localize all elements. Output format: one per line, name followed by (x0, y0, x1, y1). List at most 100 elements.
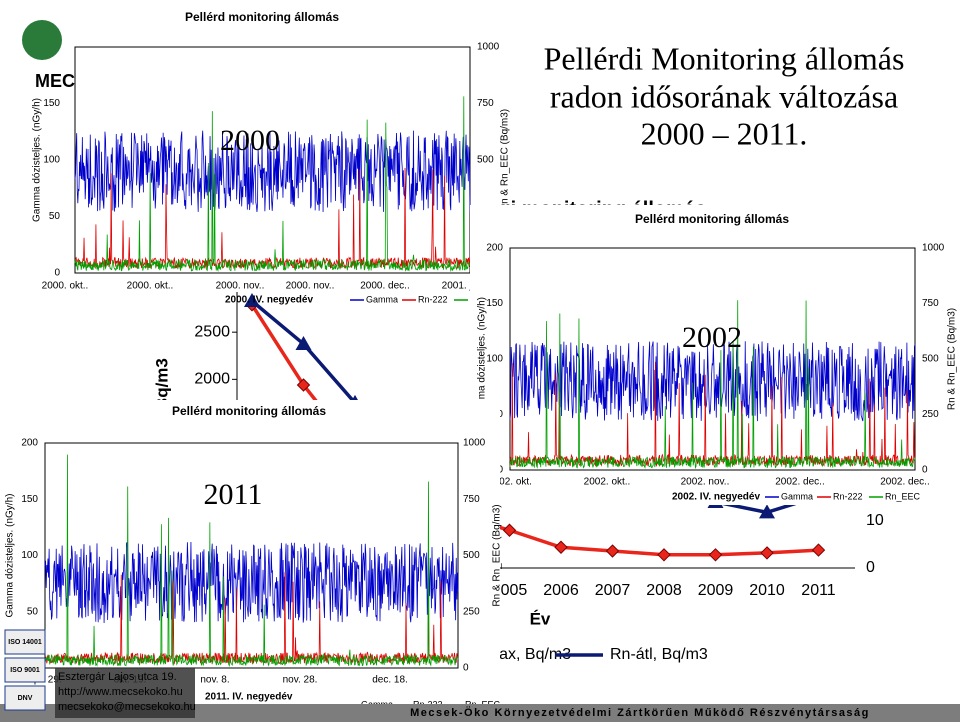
y2-axis-title: Rn & Rn_EEC (Bq/m3) (492, 504, 503, 606)
legend-label: Gamma (366, 294, 398, 304)
eec-trace (74, 96, 471, 273)
cert-label: DNV (18, 695, 33, 702)
y2-tick-label: 750 (463, 494, 480, 505)
y-tick-label: 200 (21, 438, 38, 449)
y-axis-title: Gamma dózisteljes. (nGy/h) (477, 297, 488, 421)
x-tick-label: 2000. nov.. (286, 281, 335, 292)
x-tick-label: 2002. dec.. (880, 477, 929, 488)
y-tick-label: 2500 (194, 323, 230, 340)
y2-tick-label: 1000 (463, 438, 486, 449)
x-tick-label: 2005 (492, 582, 528, 599)
y-tick-label: 150 (43, 98, 60, 109)
panel-label: 2011 (204, 478, 263, 511)
panel: 050100150200025050075010002002. okt.2002… (470, 205, 960, 505)
cert-label: ISO 14001 (8, 639, 42, 646)
x-tick-label: 2002. okt. (488, 477, 532, 488)
x-tick-label: 2002. nov.. (681, 477, 730, 488)
marker (708, 548, 723, 562)
slide-title: 2000 – 2011. (641, 115, 808, 151)
panel-subtitle: 2002. IV. negyedév (672, 492, 760, 503)
panel: 050100150200025050075010002000. okt..200… (15, 0, 511, 306)
y2-tick-label: 500 (922, 354, 939, 365)
legend-label: Rn-átl, Bq/m3 (610, 646, 708, 663)
y-tick-label: 0 (497, 465, 503, 476)
legend-label: Rn-222 (833, 491, 863, 501)
y-tick-label: 200 (486, 243, 503, 254)
y2-tick-label: 10 (866, 512, 884, 529)
y2-tick-label: 1000 (922, 243, 945, 254)
x-tick-label: 2001. jan.. (442, 281, 489, 292)
y2-axis-title: Rn & Rn_EEC (Bq/m3) (500, 109, 511, 211)
y2-tick-label: 0 (866, 559, 875, 576)
y-tick-label: 0 (54, 268, 60, 279)
eec-trace (509, 300, 916, 469)
panel-title: Pellérd monitoring állomás (635, 212, 789, 226)
footer-band (0, 704, 960, 722)
gamma-trace (509, 341, 916, 422)
y-tick-label: 100 (43, 155, 60, 166)
panel-label: 2002 (682, 321, 742, 354)
x-tick-label: 2008 (646, 582, 682, 599)
legend-label: Gamma (781, 491, 813, 501)
y-tick-label: 150 (21, 494, 38, 505)
y2-tick-label: 1000 (477, 42, 500, 53)
marker (759, 504, 775, 519)
marker (295, 335, 312, 350)
y2-tick-label: 500 (463, 550, 480, 561)
gamma-trace (44, 541, 459, 623)
panel-title: Pellérd monitoring állomás (172, 404, 326, 418)
panel-subtitle: 2011. IV. negyedév (205, 692, 293, 703)
marker (296, 378, 311, 392)
x-tick-label: 2002. okt.. (584, 477, 631, 488)
marker (811, 543, 826, 557)
y-axis-title: Gamma dózisteljes. (nGy/h) (32, 98, 43, 222)
marker (605, 544, 620, 558)
y-tick-label: 150 (486, 298, 503, 309)
cert-label: ISO 9001 (10, 667, 40, 674)
marker (760, 546, 774, 560)
y-tick-label: 100 (21, 550, 38, 561)
x-tick-label: nov. 8. (200, 675, 229, 686)
logo-mark (22, 20, 62, 60)
slide-title: radon idősorának változása (550, 78, 898, 114)
logo-text: MEC (35, 71, 75, 91)
x-axis-title: Év (530, 609, 551, 628)
address-line: Esztergár Lajos utca 19. (58, 671, 177, 683)
y-tick-label: 50 (27, 606, 39, 617)
y2-tick-label: 250 (463, 606, 480, 617)
y-tick-label: 50 (49, 211, 61, 222)
legend-label: Rn-222 (418, 294, 448, 304)
address-line: mecsekoko@mecsekoko.hu (58, 701, 196, 713)
cert-badge (4, 657, 46, 683)
x-tick-label: 2000. okt.. (42, 281, 89, 292)
x-tick-label: 2000. okt.. (127, 281, 174, 292)
footer-text: Mecsek-Öko Környezetvédelmi Zártkörűen M… (410, 706, 870, 719)
y2-tick-label: 500 (477, 155, 494, 166)
y-tick-label: 100 (486, 354, 503, 365)
legend-label: Rn_EEC (885, 491, 921, 501)
x-tick-label: 2007 (595, 582, 631, 599)
plot-area (74, 46, 471, 274)
marker (554, 540, 568, 554)
plot-area (44, 442, 459, 669)
y2-tick-label: 250 (922, 409, 939, 420)
panel-label: 2000 (220, 124, 280, 157)
address-box (55, 668, 195, 718)
x-tick-label: nov. 28. (283, 675, 318, 686)
x-tick-label: 2009 (698, 582, 734, 599)
address-line: http://www.mecsekoko.hu (58, 686, 183, 698)
y2-tick-label: 0 (463, 663, 469, 674)
y2-tick-label: 750 (477, 98, 494, 109)
x-tick-label: 2006 (543, 582, 579, 599)
y2-tick-label: 750 (922, 298, 939, 309)
cert-badge (4, 629, 46, 655)
marker (657, 548, 671, 562)
slide-title: Pellérdi Monitoring állomás (544, 40, 905, 76)
gamma-trace (74, 130, 471, 212)
y-tick-label: 2000 (194, 371, 230, 388)
panel-title: Pellérd monitoring állomás (185, 10, 339, 24)
marker (244, 293, 260, 308)
y2-axis-title: Rn & Rn_EEC (Bq/m3) (947, 308, 958, 410)
marker (502, 523, 517, 537)
